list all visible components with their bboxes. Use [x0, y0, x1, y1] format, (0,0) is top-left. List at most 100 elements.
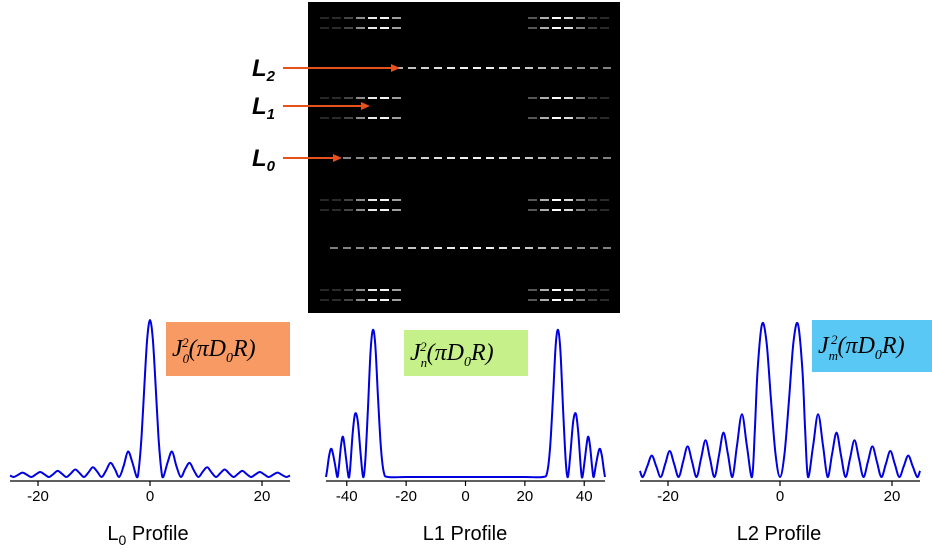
dash — [576, 209, 585, 211]
formula: Jm2(πD0R) — [818, 332, 905, 363]
dash — [380, 27, 389, 29]
dash — [564, 97, 573, 99]
dash — [525, 247, 533, 249]
dash — [564, 157, 572, 159]
dash — [392, 97, 401, 99]
dash — [564, 67, 572, 69]
dash — [330, 247, 338, 249]
x-axis-label: L0 Profile — [107, 523, 188, 547]
dash — [588, 97, 597, 99]
x-tick-label: -20 — [657, 488, 679, 505]
formula-subscript: 0 — [226, 351, 233, 366]
dash — [344, 289, 353, 291]
dash — [408, 157, 416, 159]
dash — [564, 209, 573, 211]
dash — [356, 247, 364, 249]
dash — [551, 67, 559, 69]
formula-part: R) — [232, 336, 256, 362]
dash — [344, 97, 353, 99]
formula-part: R) — [881, 333, 905, 359]
dash — [382, 247, 390, 249]
label-text: L — [107, 523, 118, 545]
label-text: L — [252, 93, 267, 120]
dash — [447, 67, 455, 69]
dash — [356, 17, 365, 19]
dash — [552, 209, 561, 211]
dash — [320, 17, 329, 19]
dash — [576, 299, 585, 301]
dash — [552, 17, 561, 19]
dash — [356, 299, 365, 301]
dash — [356, 199, 365, 201]
dash — [356, 27, 365, 29]
dash — [421, 247, 429, 249]
dash — [528, 117, 537, 119]
dash — [343, 247, 351, 249]
dash — [588, 27, 597, 29]
dash — [320, 97, 329, 99]
dash — [512, 247, 520, 249]
dash — [600, 27, 609, 29]
dash — [512, 67, 520, 69]
dash — [528, 27, 537, 29]
dash — [588, 17, 597, 19]
dash — [344, 299, 353, 301]
dash — [332, 27, 341, 29]
x-tick-label: 0 — [461, 488, 469, 505]
dash — [600, 117, 609, 119]
dash — [540, 289, 549, 291]
dash — [600, 97, 609, 99]
dash — [320, 209, 329, 211]
dash — [369, 247, 377, 249]
dash — [528, 299, 537, 301]
dash — [421, 157, 429, 159]
dash — [332, 299, 341, 301]
dash — [332, 289, 341, 291]
dash — [540, 17, 549, 19]
dash — [577, 67, 585, 69]
dash — [344, 117, 353, 119]
label-text: L — [252, 145, 267, 172]
x-tick-label: 20 — [884, 488, 901, 505]
dash — [380, 17, 389, 19]
formula-part: R) — [470, 340, 494, 366]
dash — [603, 67, 611, 69]
dash — [392, 27, 401, 29]
dash — [540, 117, 549, 119]
dash — [332, 117, 341, 119]
dash — [460, 247, 468, 249]
x-tick-label: -40 — [336, 488, 358, 505]
dash — [392, 117, 401, 119]
dash — [380, 199, 389, 201]
dash — [344, 199, 353, 201]
dash — [421, 67, 429, 69]
dash — [332, 199, 341, 201]
dash — [408, 67, 416, 69]
dash — [368, 97, 377, 99]
page: L2L1L0-20020L0 ProfileJ02(πD0R)-40-20020… — [0, 0, 932, 552]
dash — [576, 117, 585, 119]
x-tick-label: -20 — [395, 488, 417, 505]
dash — [590, 247, 598, 249]
dash — [551, 157, 559, 159]
dash — [332, 97, 341, 99]
dash — [552, 299, 561, 301]
dash — [447, 247, 455, 249]
formula-subscript: 0 — [875, 348, 882, 363]
dash — [600, 299, 609, 301]
dash — [499, 157, 507, 159]
dash — [368, 299, 377, 301]
dash — [564, 299, 573, 301]
dash — [552, 97, 561, 99]
label-subscript: 1 — [267, 106, 275, 123]
dash — [356, 117, 365, 119]
dash — [576, 27, 585, 29]
dash — [320, 117, 329, 119]
dash — [538, 157, 546, 159]
dash — [588, 289, 597, 291]
dash — [603, 247, 611, 249]
dash — [552, 27, 561, 29]
dash — [395, 157, 403, 159]
dash — [344, 27, 353, 29]
